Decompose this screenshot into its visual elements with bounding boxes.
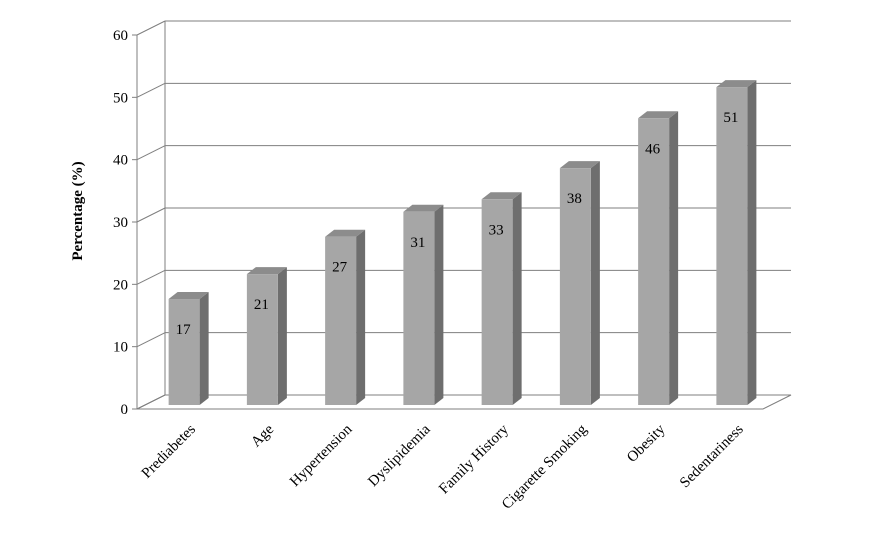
category-label: Cigarette Smoking [499, 421, 591, 513]
bar [481, 192, 522, 405]
bar-front [559, 168, 591, 405]
y-tick-label: 50 [113, 90, 128, 106]
y-tick-label: 0 [121, 402, 129, 418]
bar [325, 229, 366, 405]
category-label: Dyslipidemia [365, 421, 434, 490]
floor [136, 394, 792, 410]
data-label: 51 [723, 110, 738, 126]
y-axis-title: Percentage (%) [70, 161, 86, 260]
side-wall-grid [136, 82, 166, 98]
bar-side [356, 229, 366, 405]
data-label: 21 [254, 297, 269, 313]
axis-layer: 0 10 20 30 40 50 60 [113, 28, 138, 418]
bar-side [277, 267, 287, 405]
bar-top [716, 80, 757, 88]
data-label: 31 [410, 235, 425, 251]
bar-top [325, 229, 366, 237]
bar [559, 161, 600, 405]
category-label: Hypertension [287, 421, 356, 490]
bar-top [246, 267, 287, 275]
bar-top [638, 111, 679, 119]
side-wall-grid [136, 332, 166, 348]
data-label: 17 [176, 322, 192, 338]
bar-side [199, 292, 209, 405]
bar-top [559, 161, 600, 169]
side-wall-grid [136, 20, 166, 36]
bar-front [168, 299, 200, 405]
bar-side [512, 192, 522, 405]
bar-side [590, 161, 600, 405]
data-label: 38 [567, 191, 582, 207]
bar-front [638, 118, 670, 406]
bar-front [481, 199, 513, 405]
bar-top [481, 192, 522, 200]
category-label: Obesity [624, 421, 669, 466]
side-wall-grid [136, 145, 166, 161]
side-wall-grid [136, 269, 166, 285]
bar-front [325, 236, 357, 405]
side-wall-grid [136, 394, 166, 410]
y-tick-label: 60 [113, 28, 128, 44]
bars-layer [168, 80, 757, 406]
category-label: Sedentariness [677, 421, 747, 491]
bar [168, 292, 209, 405]
category-label: Prediabetes [139, 421, 199, 481]
bar [246, 267, 287, 405]
y-tick-label: 10 [113, 340, 128, 356]
bar-top [168, 292, 209, 300]
bar-front [246, 274, 278, 405]
y-tick-label: 30 [113, 215, 128, 231]
data-label: 46 [645, 141, 661, 157]
bar [638, 111, 679, 406]
grid-layer [136, 20, 792, 410]
data-label: 27 [332, 260, 348, 276]
bar-front [716, 87, 748, 405]
y-tick-label: 20 [113, 277, 128, 293]
bar-front [403, 211, 435, 405]
bar-side [747, 80, 757, 405]
side-wall-grid [136, 207, 166, 223]
data-label: 33 [489, 222, 504, 238]
y-tick-label: 40 [113, 153, 128, 169]
category-label: Age [248, 421, 277, 450]
bar-side [669, 111, 679, 406]
category-label: Family History [436, 421, 512, 497]
bar [403, 204, 444, 405]
bar-top [403, 204, 444, 212]
bar [716, 80, 757, 405]
bar-side [434, 204, 444, 405]
